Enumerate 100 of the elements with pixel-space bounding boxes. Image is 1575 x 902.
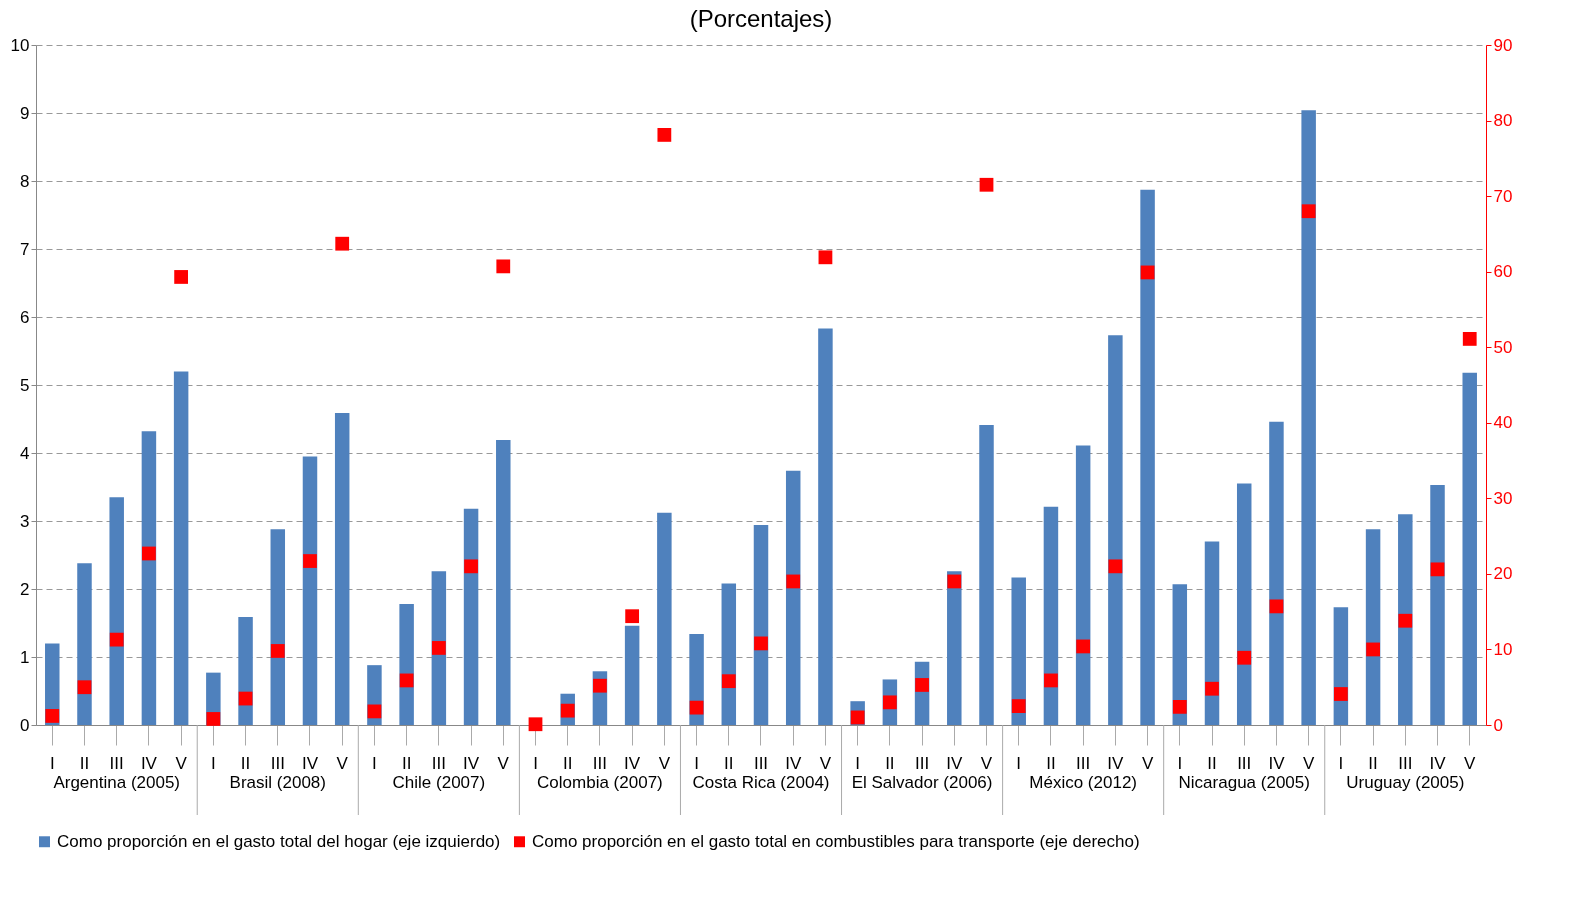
point [818, 250, 833, 265]
bar [1043, 506, 1059, 725]
point [1462, 332, 1477, 346]
y-tick-label: 6 [20, 307, 30, 327]
point [399, 673, 414, 688]
bar [302, 456, 318, 725]
point [1333, 687, 1348, 701]
bar [979, 425, 994, 725]
point [303, 554, 317, 568]
text: Colombia (2007) [537, 773, 663, 792]
bar [1204, 541, 1220, 725]
point [1108, 559, 1123, 574]
bar [1398, 514, 1413, 725]
y-tick-label: 10 [10, 35, 30, 55]
x-tick-label: III [1398, 753, 1413, 773]
legend-label: Como proporción en el gasto total del hogar (eje izquierdo) [57, 831, 501, 851]
point [1205, 681, 1219, 696]
point [528, 717, 543, 732]
x-tick-label: III [270, 753, 285, 773]
x-tick-label: III [1237, 753, 1252, 773]
y-tick-label: 3 [20, 511, 30, 531]
text: Costa Rica (2004) [692, 773, 830, 792]
bar [270, 529, 286, 725]
x-tick-label: I [372, 753, 377, 773]
point [1076, 639, 1091, 654]
bar [947, 571, 962, 725]
x-tick-label: V [658, 753, 671, 773]
x-tick-label: V [1141, 753, 1154, 773]
point [1044, 673, 1058, 688]
point [560, 703, 575, 718]
bar [1172, 584, 1188, 725]
point [979, 177, 994, 192]
y2-tick-label: 60 [1493, 262, 1513, 282]
point [206, 712, 221, 726]
bar [1236, 483, 1252, 725]
x-tick-label: I [210, 753, 216, 773]
x-tick-label: V [336, 753, 349, 773]
y-tick-label: 4 [20, 443, 30, 463]
bar [1462, 372, 1477, 725]
x-tick-label: III [914, 753, 930, 773]
x-tick-label: V [175, 753, 188, 773]
x-tick-label: IV [1107, 753, 1125, 773]
bar [1108, 335, 1123, 725]
text: Nicaragua (2005) [1178, 773, 1310, 792]
bar [463, 508, 479, 725]
x-tick-label: III [753, 753, 769, 773]
x-tick-label: II [1368, 753, 1378, 773]
point [947, 574, 962, 589]
point [1172, 699, 1187, 714]
x-tick-label: IV [301, 753, 319, 773]
x-tick-label: II [562, 753, 573, 773]
y2-tick-label: 10 [1493, 639, 1513, 659]
x-tick-label: V [819, 753, 832, 773]
point [1366, 642, 1380, 657]
x-tick-label: V [980, 753, 993, 773]
y-tick-label: 7 [20, 239, 30, 259]
point [174, 270, 189, 284]
x-tick-label: IV [785, 753, 802, 773]
point [754, 636, 768, 651]
point [431, 641, 446, 655]
point [721, 674, 736, 689]
x-tick-label: III [592, 753, 608, 773]
y2-tick-label: 50 [1493, 337, 1513, 357]
legend-label: Como proporción en el gasto total en combustibles para transporte (eje derecho) [532, 831, 1140, 851]
x-tick-label: III [431, 753, 446, 773]
x-tick-label: II [724, 753, 734, 773]
bar [1075, 445, 1091, 725]
bar [1301, 110, 1316, 725]
x-tick-label: IV [1268, 753, 1286, 773]
bar [334, 412, 350, 725]
x-tick-label: I [49, 753, 55, 773]
point [270, 644, 285, 658]
x-tick-label: I [694, 753, 699, 773]
bar [109, 497, 124, 725]
y2-tick-label: 90 [1493, 35, 1513, 55]
bar [624, 625, 640, 725]
point [593, 678, 607, 693]
point [1011, 699, 1026, 713]
point [850, 710, 865, 725]
point [1269, 599, 1284, 614]
x-tick-label: II [1046, 753, 1056, 773]
x-tick-label: I [855, 753, 861, 773]
x-tick-label: IV [624, 753, 641, 773]
x-tick-label: III [109, 753, 124, 773]
y-tick-label: 8 [20, 171, 30, 191]
x-tick-label: V [1464, 753, 1477, 773]
x-tick-label: I [1016, 753, 1022, 773]
x-tick-label: I [1338, 753, 1344, 773]
bar [818, 328, 833, 725]
bar [1011, 577, 1026, 725]
y2-tick-label: 0 [1493, 715, 1503, 735]
y-tick-label: 2 [20, 579, 30, 599]
y2-tick-label: 70 [1493, 186, 1513, 206]
x-tick-label: V [497, 753, 510, 773]
point [45, 709, 60, 723]
x-tick-label: I [1177, 753, 1183, 773]
x-tick-label: III [1076, 753, 1091, 773]
x-tick-label: IV [463, 753, 480, 773]
y-tick-label: 0 [20, 715, 30, 735]
point [335, 236, 350, 251]
